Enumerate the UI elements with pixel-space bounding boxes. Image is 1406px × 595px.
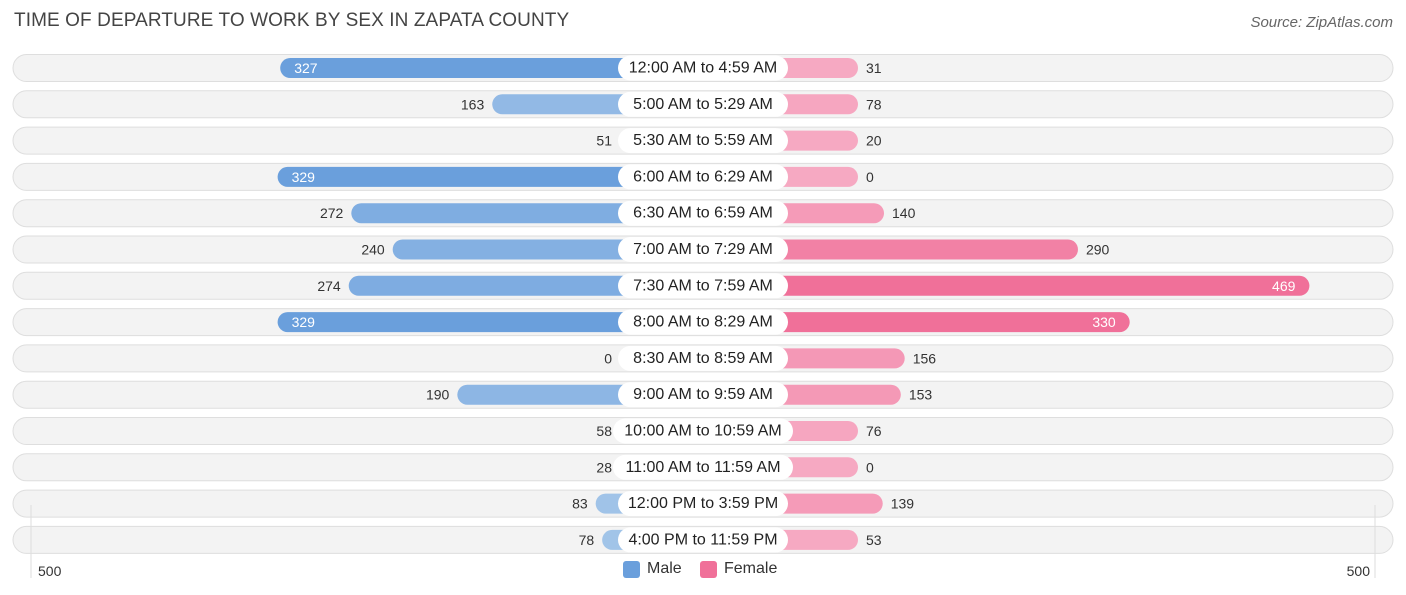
category-plate <box>618 200 788 226</box>
value-label-female: 290 <box>1086 242 1110 258</box>
category-label: 7:30 AM to 7:59 AM <box>633 277 773 294</box>
category-label: 9:00 AM to 9:59 AM <box>633 386 773 403</box>
category-plate <box>618 527 788 553</box>
value-label-male: 78 <box>579 532 595 548</box>
legend-item-female: Female <box>700 560 777 578</box>
bar-female <box>703 275 1310 296</box>
category-plate <box>618 128 788 154</box>
value-label-male: 274 <box>317 278 341 294</box>
value-label-female: 140 <box>892 205 916 221</box>
legend-swatch-male <box>623 560 640 578</box>
value-label-female: 330 <box>1092 314 1116 330</box>
category-plate <box>618 345 788 371</box>
source-label: Source: ZipAtlas.com <box>1250 14 1393 31</box>
category-plate <box>618 91 788 117</box>
value-label-male: 58 <box>596 423 612 439</box>
category-plate <box>618 164 788 190</box>
bar-male <box>277 166 703 187</box>
value-label-female: 156 <box>913 350 937 366</box>
category-plate <box>618 237 788 262</box>
value-label-male: 240 <box>361 242 385 258</box>
legend: Male Female <box>0 560 1406 582</box>
value-label-male: 190 <box>426 387 450 403</box>
value-label-female: 76 <box>866 423 882 439</box>
value-label-male: 83 <box>572 496 588 512</box>
value-label-male: 163 <box>461 96 485 112</box>
category-label: 4:00 PM to 11:59 PM <box>628 531 777 548</box>
category-plate <box>618 491 788 517</box>
legend-label-female: Female <box>724 560 778 577</box>
category-label: 8:00 AM to 8:29 AM <box>633 314 773 331</box>
value-label-female: 31 <box>866 60 882 76</box>
bar-female <box>703 312 1130 333</box>
category-label: 10:00 AM to 10:59 AM <box>624 423 781 440</box>
legend-item-male: Male <box>623 560 682 578</box>
value-label-male: 327 <box>294 60 318 76</box>
value-label-female: 0 <box>866 459 874 475</box>
category-plate <box>618 382 788 408</box>
category-plate <box>618 273 788 299</box>
bar-male <box>351 203 703 224</box>
value-label-male: 329 <box>292 169 316 185</box>
category-label: 8:30 AM to 8:59 AM <box>633 350 773 367</box>
legend-swatch-female <box>700 560 717 578</box>
chart-title: TIME OF DEPARTURE TO WORK BY SEX IN ZAPA… <box>14 10 570 31</box>
value-label-female: 78 <box>866 96 882 112</box>
value-label-female: 53 <box>866 532 882 548</box>
category-plate <box>613 418 793 444</box>
bar-male <box>277 312 703 333</box>
category-label: 5:30 AM to 5:59 AM <box>633 132 773 149</box>
category-label: 5:00 AM to 5:29 AM <box>633 96 773 113</box>
bar-male <box>280 58 703 78</box>
category-label: 6:00 AM to 6:29 AM <box>633 168 773 185</box>
category-label: 12:00 PM to 3:59 PM <box>628 495 778 512</box>
value-label-female: 153 <box>909 387 933 403</box>
bar-female <box>703 239 1078 260</box>
value-label-male: 0 <box>604 350 612 366</box>
legend-label-male: Male <box>647 560 682 577</box>
value-label-female: 469 <box>1272 278 1296 294</box>
value-label-male: 28 <box>596 459 612 475</box>
category-label: 12:00 AM to 4:59 AM <box>629 60 778 77</box>
category-label: 6:30 AM to 6:59 AM <box>633 205 773 222</box>
bar-male <box>348 275 703 296</box>
category-label: 7:00 AM to 7:29 AM <box>633 241 773 258</box>
category-plate <box>618 55 788 81</box>
value-label-male: 51 <box>596 133 612 149</box>
value-label-male: 329 <box>292 314 316 330</box>
value-label-female: 139 <box>891 496 915 512</box>
value-label-female: 20 <box>866 133 882 149</box>
category-label: 11:00 AM to 11:59 AM <box>625 459 780 476</box>
axis-label-left: 500 <box>38 563 62 579</box>
category-plate <box>618 309 788 335</box>
axis-label-right: 500 <box>1347 563 1371 579</box>
value-label-male: 272 <box>320 205 344 221</box>
category-plate <box>613 454 793 480</box>
value-label-female: 0 <box>866 169 874 185</box>
